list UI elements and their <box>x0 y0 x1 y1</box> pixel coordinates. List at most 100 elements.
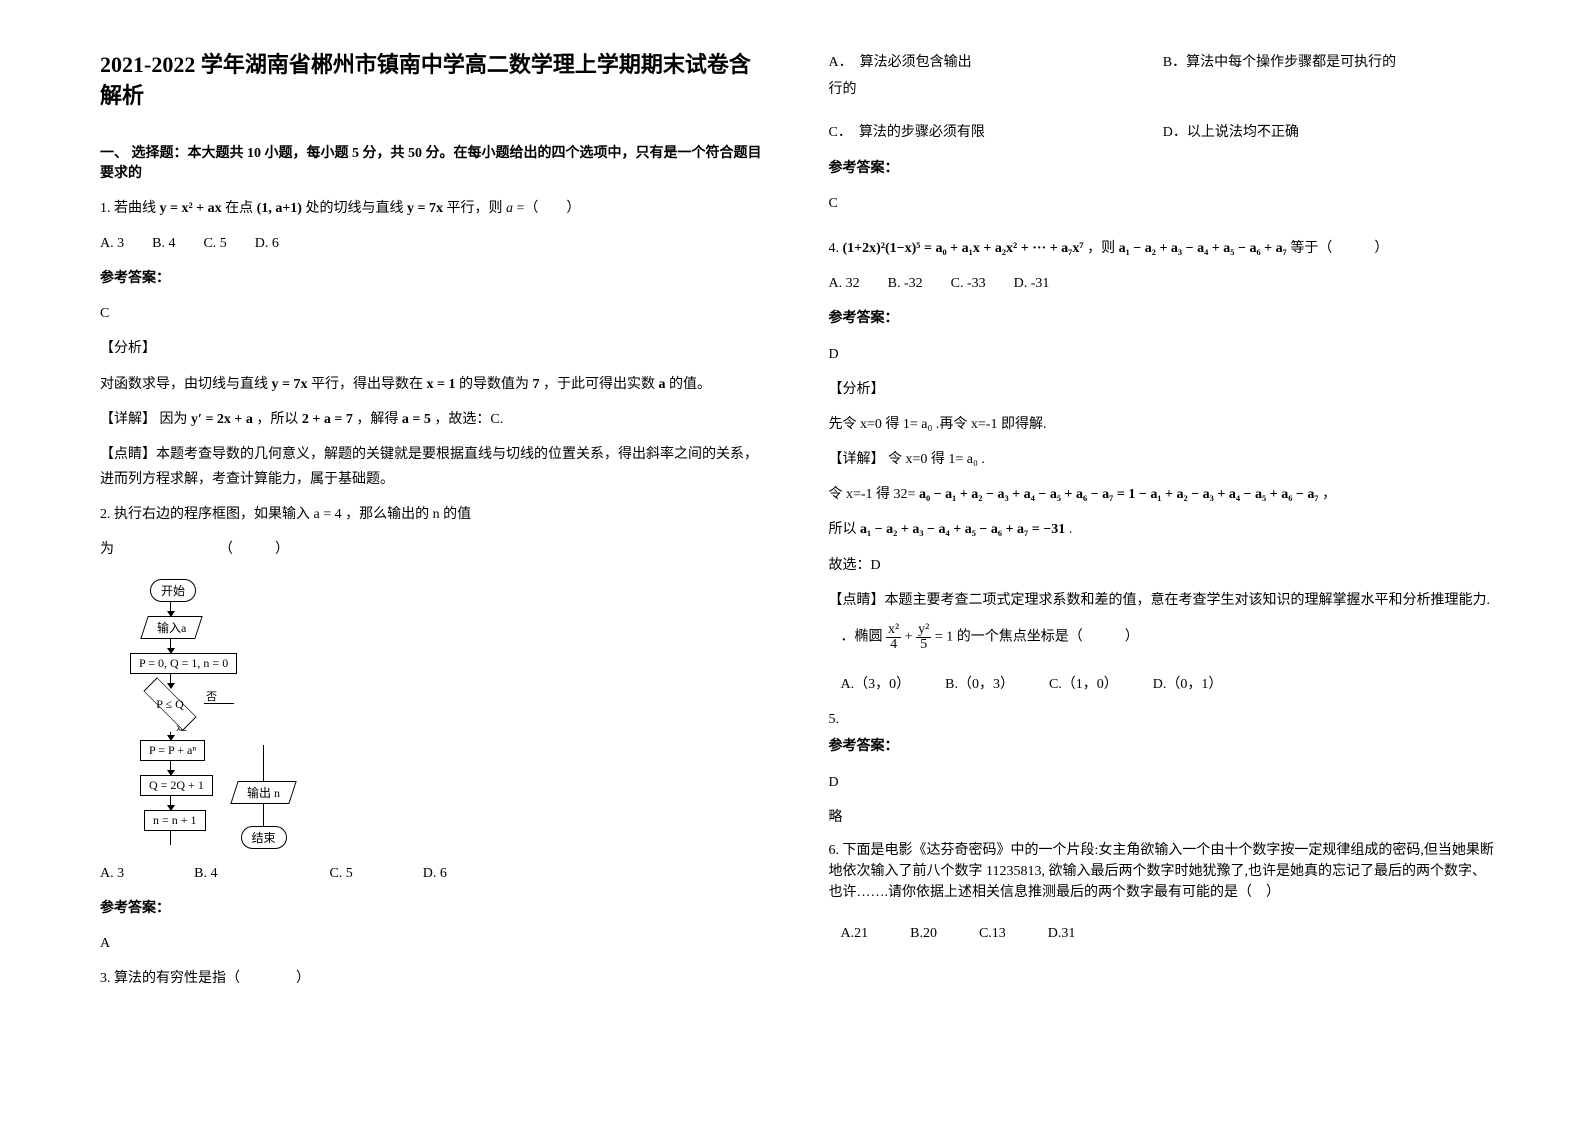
q5-frac-y: y² <box>916 623 931 638</box>
q5-stem: ．椭圆 x² 4 + y² 5 = 1 的一个焦点坐标是（ ） <box>841 623 1498 652</box>
q2-ref: A <box>100 931 769 956</box>
q5-frac-x: x² <box>886 623 901 638</box>
q1-dt-e2: 2 + a = 7 <box>302 412 353 427</box>
q4-detail-l2: 令 x=-1 得 32= a₀ − a₁ + a₂ − a₃ + a₄ − a₅… <box>829 482 1498 507</box>
fc-arrow-1 <box>170 602 171 616</box>
q1-point-label: 【点睛】 <box>100 447 156 462</box>
q2-stem2: 为 （ ） <box>100 537 769 562</box>
q4-dt-l2-p2: ， <box>1322 487 1336 502</box>
q4-dt-label: 【详解】 <box>829 452 885 467</box>
q4-choose: 故选：D <box>829 553 1498 578</box>
q1-an-e1: y = 7x <box>272 377 308 392</box>
q4-analysis: 先令 x=0 得 1= a₀ .再令 x=-1 即得解. <box>829 412 1498 437</box>
fc-loop-down <box>170 831 171 845</box>
q2-ref-label: 参考答案： <box>100 896 769 921</box>
q4-analysis-label: 【分析】 <box>829 377 1498 402</box>
q1-dt-p4: ，故选：C. <box>434 412 503 427</box>
fc-arrow-3 <box>170 674 171 688</box>
q5-frac1: x² 4 <box>886 623 901 652</box>
q3-row1: A． 算法必须包含输出 B．算法中每个操作步骤都是可执行的 <box>829 50 1498 75</box>
exam-title: 2021-2022 学年湖南省郴州市镇南中学高二数学理上学期期末试卷含解析 <box>100 50 769 112</box>
q3-optD: D．以上说法均不正确 <box>1163 120 1497 145</box>
q3-stem: 3. 算法的有穷性是指（ ） <box>100 966 769 991</box>
q1-an-p3: 的导数值为 <box>459 377 533 392</box>
q4-dt-l3-e: a₁ − a₂ + a₃ − a₄ + a₅ − a₆ + a₇ = −31 <box>860 522 1065 537</box>
q1-dt-p1: 因为 <box>160 412 192 427</box>
fc-out-text: 输出 n <box>247 784 280 801</box>
q3-row1b: 行的 <box>829 77 1498 102</box>
q1-ref: C <box>100 301 769 326</box>
fc-cond: P ≤ Q <box>142 688 198 720</box>
q1-an-p5: 的值。 <box>669 377 711 392</box>
q1-an-p2: 平行，得出导数在 <box>311 377 427 392</box>
right-column: A． 算法必须包含输出 B．算法中每个操作步骤都是可执行的 行的 C． 算法的步… <box>799 50 1498 1092</box>
fc-start: 开始 <box>150 579 196 602</box>
q4-ref-label: 参考答案： <box>829 306 1498 331</box>
q2-stem: 2. 执行右边的程序框图，如果输入 a = 4 ，那么输出的 n 的值 <box>100 502 769 527</box>
q4-point-text: 本题主要考查二项式定理求系数和差的值，意在考查学生对该知识的理解掌握水平和分析推… <box>885 593 1491 608</box>
q1-dt-e1: y′ = 2x + a <box>191 412 253 427</box>
q4-expr-main: (1+2x)²(1−x)⁵ = a₀ + a₁x + a₂x² + ··· + … <box>843 241 1084 256</box>
q4-prefix: 4. <box>829 241 843 256</box>
q5-ref: D <box>829 770 1498 795</box>
q5-num: 5. <box>829 707 1498 732</box>
fc-arrow-2 <box>170 639 171 653</box>
q4-stem: 4. (1+2x)²(1−x)⁵ = a₀ + a₁x + a₂x² + ···… <box>829 236 1498 261</box>
section-1-head: 一、 选择题：本大题共 10 小题，每小题 5 分，共 50 分。在每小题给出的… <box>100 142 769 182</box>
q5-brief: 略 <box>829 805 1498 830</box>
q4-dt-l3-p1: 所以 <box>829 522 861 537</box>
q1-stem: 1. 若曲线 y = x² + ax 在点 (1, a+1) 处的切线与直线 y… <box>100 196 769 221</box>
q5-prefix: ．椭圆 <box>841 630 887 645</box>
q4-dt-l2-e: a₀ − a₁ + a₂ − a₃ + a₄ − a₅ + a₆ − a₇ = … <box>919 487 1319 502</box>
q1-dt-e3: a = 5 <box>402 412 431 427</box>
q4-ref: D <box>829 342 1498 367</box>
fc-end: 结束 <box>241 826 287 849</box>
fc-no-label: 否 <box>206 688 217 704</box>
q4-dt-l2-p1: 令 x=-1 得 32= <box>829 487 919 502</box>
fc-input: 输入a <box>140 616 203 639</box>
fc-step2: Q = 2Q + 1 <box>140 775 213 796</box>
q1-analysis-label: 【分析】 <box>100 336 769 361</box>
q1-prefix: 1. 若曲线 <box>100 201 160 216</box>
q1-an-p1: 对函数求导，由切线与直线 <box>100 377 272 392</box>
q1-an-a: a <box>658 377 665 392</box>
fc-r-line2 <box>263 804 264 826</box>
fc-arrow-5 <box>170 761 171 775</box>
q1-analysis: 对函数求导，由切线与直线 y = 7x 平行，得出导数在 x = 1 的导数值为… <box>100 372 769 397</box>
q4-end: 等于（ ） <box>1290 241 1388 256</box>
q5-frac-x-den: 4 <box>886 638 901 652</box>
q5-frac-y-den: 5 <box>916 638 931 652</box>
fc-step1: P = P + aⁿ <box>140 740 205 761</box>
fc-out: 输出 n <box>230 781 296 804</box>
q6-stem: 6. 下面是电影《达芬奇密码》中的一个片段:女主角欲输入一个由十个数字按一定规律… <box>829 840 1498 903</box>
fc-r-line1 <box>263 745 264 781</box>
q1-expr1: y = x² + ax <box>160 201 222 216</box>
q6-options: A.21 B.20 C.13 D.31 <box>841 921 1498 946</box>
q1-point-text: 本题考查导数的几何意义，解题的关键就是要根据直线与切线的位置关系，得出斜率之间的… <box>100 447 758 487</box>
q3-optC: C． 算法的步骤必须有限 <box>829 120 985 145</box>
q1-expr2: (1, a+1) <box>257 201 302 216</box>
q1-point: 【点睛】本题考查导数的几何意义，解题的关键就是要根据直线与切线的位置关系，得出斜… <box>100 442 769 492</box>
q1-dt-p2: ，所以 <box>256 412 302 427</box>
q3-optB: B．算法中每个操作步骤都是可执行的 <box>1163 50 1497 75</box>
q1-dt-p3: ，解得 <box>356 412 402 427</box>
q4-point: 【点睛】本题主要考查二项式定理求系数和差的值，意在考查学生对该知识的理解掌握水平… <box>829 588 1498 613</box>
q1-an-x1: x = 1 <box>426 377 455 392</box>
q5-options: A.（3，0） B.（0，3） C.（1，0） D.（0，1） <box>841 672 1498 697</box>
left-column: 2021-2022 学年湖南省郴州市镇南中学高二数学理上学期期末试卷含解析 一、… <box>100 50 799 1092</box>
q3-optA: A． 算法必须包含输出 <box>829 50 972 75</box>
fc-arrow-4 <box>170 732 171 740</box>
q4-options: A. 32 B. -32 C. -33 D. -31 <box>829 271 1498 296</box>
q1-an-7: 7 <box>532 377 539 392</box>
q1-options: A. 3 B. 4 C. 5 D. 6 <box>100 231 769 256</box>
fc-step3: n = n + 1 <box>144 810 206 831</box>
fc-cond-text: P ≤ Q <box>142 688 198 720</box>
fc-input-text: 输入a <box>157 619 186 636</box>
q4-expr-sum: a₁ − a₂ + a₃ − a₄ + a₅ − a₆ + a₇ <box>1119 241 1287 256</box>
q1-expr3: y = 7x <box>407 201 443 216</box>
fc-right-branch: 输出 n 结束 <box>234 745 293 849</box>
flowchart: 开始 输入a P = 0, Q = 1, n = 0 P ≤ Q 否 是 P =… <box>130 579 769 845</box>
q4-detail: 【详解】 令 x=0 得 1= a₀ . <box>829 447 1498 472</box>
q1-detail: 【详解】 因为 y′ = 2x + a ，所以 2 + a = 7 ，解得 a … <box>100 407 769 432</box>
fc-arrow-6 <box>170 796 171 810</box>
